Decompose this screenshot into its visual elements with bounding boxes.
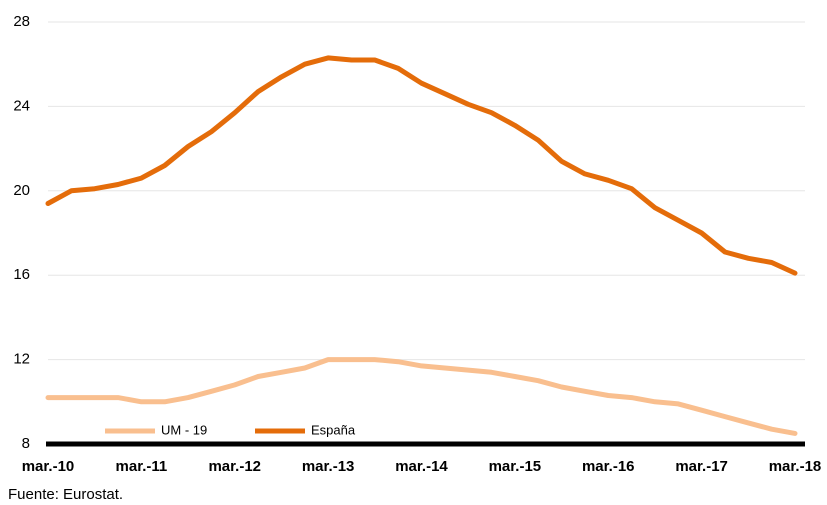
x-tick-label: mar.-16: [582, 458, 635, 475]
x-tick-label: mar.-10: [22, 458, 75, 475]
legend-label: España: [311, 422, 356, 437]
x-tick-label: mar.-13: [302, 458, 355, 475]
y-tick-label: 20: [13, 182, 30, 199]
legend-label: UM - 19: [161, 422, 207, 437]
y-tick-label: 28: [13, 13, 30, 30]
series-line: [45, 55, 798, 276]
x-tick-label: mar.-11: [116, 458, 168, 475]
y-tick-label: 16: [13, 266, 30, 283]
x-tick-label: mar.-17: [675, 458, 728, 475]
x-tick-label: mar.-12: [208, 458, 261, 475]
source: Fuente: Eurostat.: [8, 486, 123, 503]
y-tick-label: 8: [22, 435, 30, 452]
x-tick-label: mar.-18: [769, 458, 822, 475]
y-tick-label: 24: [13, 97, 30, 114]
y-tick-label: 12: [13, 351, 30, 368]
x-tick-label: mar.-14: [395, 458, 448, 475]
x-tick-label: mar.-15: [489, 458, 542, 475]
series-line: [45, 357, 798, 436]
